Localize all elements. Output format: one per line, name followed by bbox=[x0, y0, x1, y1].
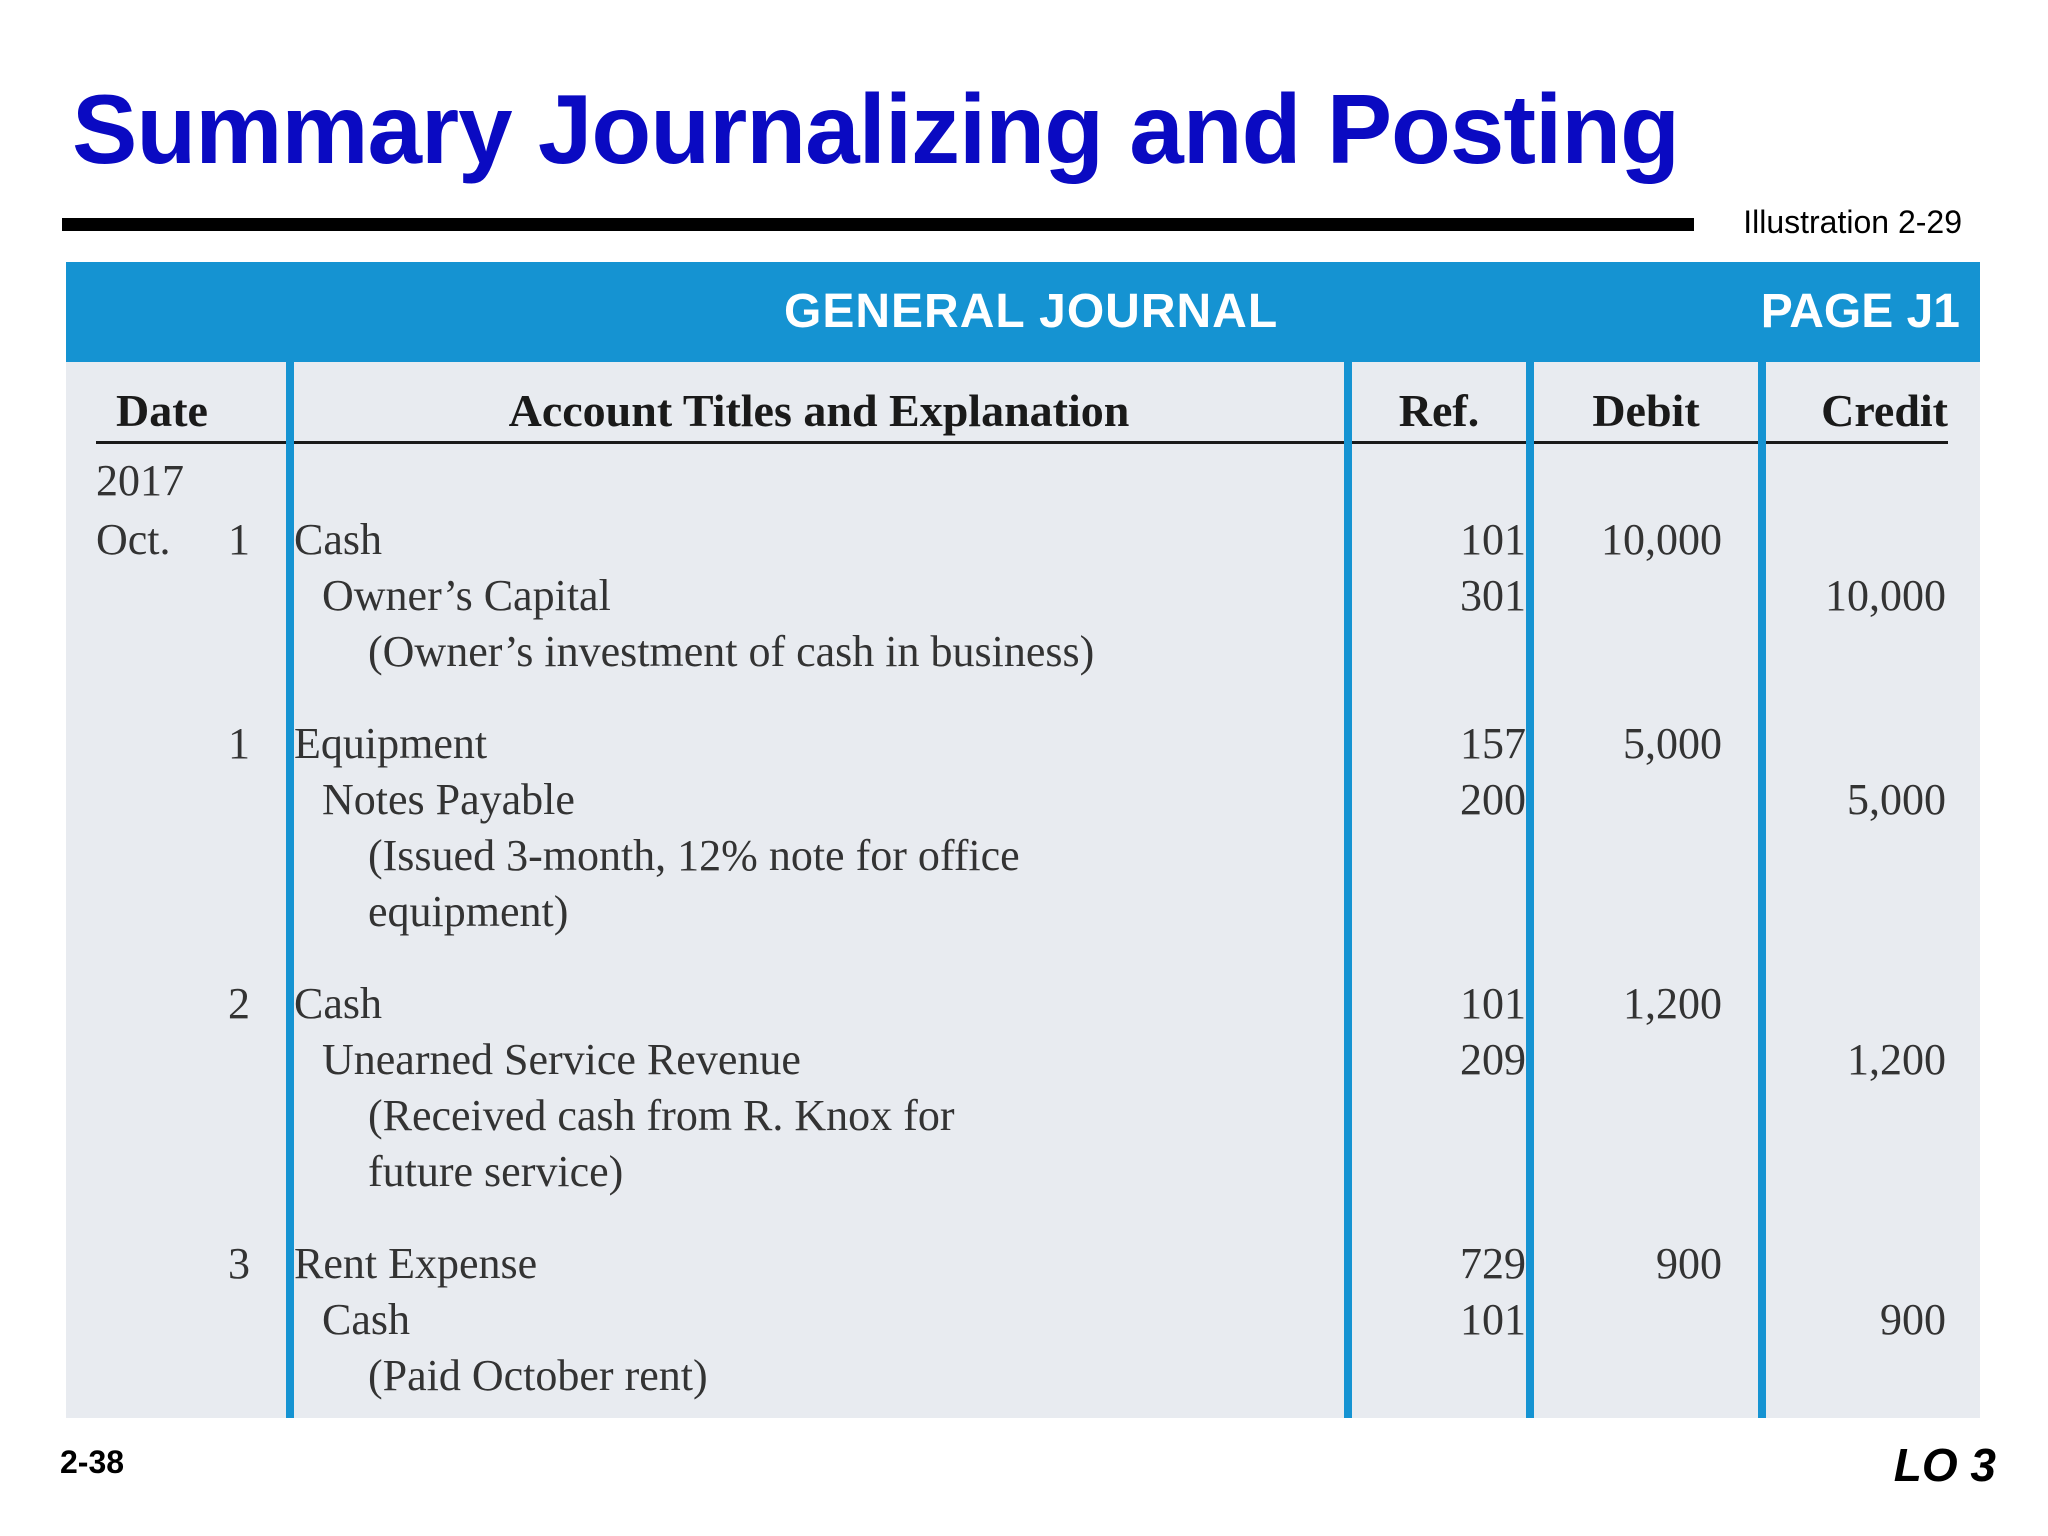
ref-number: 200 bbox=[1460, 775, 1526, 824]
entry-explanation: (Issued 3-month, 12% note for office bbox=[368, 831, 1020, 880]
slide-title: Summary Journalizing and Posting bbox=[72, 74, 1680, 184]
entry-day: 1 bbox=[228, 719, 250, 768]
title-underline bbox=[62, 218, 1694, 231]
journal-line: Oct. 1 Cash 101 10,000 bbox=[66, 512, 1980, 568]
entry-month: Oct. bbox=[96, 515, 171, 564]
debit-account-title: Rent Expense bbox=[294, 1239, 538, 1288]
slide-page-number: 2-38 bbox=[60, 1444, 125, 1480]
journal-line: equipment) bbox=[66, 884, 1980, 940]
column-divider-date bbox=[286, 362, 294, 1418]
credit-account-title: Unearned Service Revenue bbox=[322, 1035, 801, 1084]
ref-number: 101 bbox=[1460, 515, 1526, 564]
header-account: Account Titles and Explanation bbox=[508, 385, 1130, 436]
entry-day: 2 bbox=[228, 979, 250, 1028]
header-debit: Debit bbox=[1592, 385, 1700, 436]
entry-explanation: (Received cash from R. Knox for bbox=[368, 1091, 955, 1140]
column-divider-ref bbox=[1526, 362, 1534, 1418]
journal-line: (Paid October rent) bbox=[66, 1348, 1980, 1404]
entry-explanation: future service) bbox=[368, 1147, 624, 1196]
header-underline-date bbox=[96, 441, 286, 444]
ref-number: 101 bbox=[1460, 979, 1526, 1028]
ref-number: 209 bbox=[1460, 1035, 1526, 1084]
entry-explanation: (Paid October rent) bbox=[368, 1351, 708, 1400]
general-journal: GENERAL JOURNAL PAGE J1 Date Account Tit… bbox=[66, 262, 1980, 1418]
journal-title: GENERAL JOURNAL bbox=[784, 285, 1279, 338]
entry-day: 1 bbox=[228, 515, 250, 564]
debit-amount: 5,000 bbox=[1623, 719, 1722, 768]
debit-amount: 10,000 bbox=[1601, 515, 1722, 564]
entry-year: 2017 bbox=[96, 456, 184, 505]
journal-line: (Received cash from R. Knox for bbox=[66, 1088, 1980, 1144]
column-divider-account bbox=[1344, 362, 1352, 1418]
ref-number: 101 bbox=[1460, 1295, 1526, 1344]
journal-line: 1 Equipment 157 5,000 bbox=[66, 716, 1980, 772]
journal-line: Owner’s Capital 301 10,000 bbox=[66, 568, 1980, 624]
credit-amount: 5,000 bbox=[1847, 775, 1946, 824]
entry-explanation: equipment) bbox=[368, 887, 569, 936]
entry-explanation: (Owner’s investment of cash in business) bbox=[368, 627, 1095, 676]
journal-line: Cash 101 900 bbox=[66, 1292, 1980, 1348]
credit-account-title: Cash bbox=[322, 1295, 410, 1344]
journal-page-number: PAGE J1 bbox=[1760, 285, 1960, 338]
journal-header-bar: GENERAL JOURNAL PAGE J1 bbox=[66, 262, 1980, 362]
debit-amount: 900 bbox=[1656, 1239, 1722, 1288]
journal-line: Notes Payable 200 5,000 bbox=[66, 772, 1980, 828]
debit-account-title: Equipment bbox=[294, 719, 488, 768]
journal-line: future service) bbox=[66, 1144, 1980, 1200]
entry-day: 3 bbox=[228, 1239, 250, 1288]
header-underline-account bbox=[294, 441, 1344, 444]
ref-number: 729 bbox=[1460, 1239, 1526, 1288]
credit-amount: 10,000 bbox=[1825, 571, 1946, 620]
journal-line: (Owner’s investment of cash in business) bbox=[66, 624, 1980, 680]
header-date: Date bbox=[116, 385, 208, 436]
illustration-label: Illustration 2-29 bbox=[1743, 204, 1962, 240]
debit-amount: 1,200 bbox=[1623, 979, 1722, 1028]
credit-amount: 900 bbox=[1880, 1295, 1946, 1344]
journal-line: (Issued 3-month, 12% note for office bbox=[66, 828, 1980, 884]
learning-objective: LO 3 bbox=[1893, 1439, 1996, 1491]
header-underline-ref bbox=[1352, 441, 1526, 444]
credit-account-title: Notes Payable bbox=[322, 775, 575, 824]
journal-line: 3 Rent Expense 729 900 bbox=[66, 1236, 1980, 1292]
column-divider-debit bbox=[1758, 362, 1766, 1418]
ref-number: 301 bbox=[1460, 571, 1526, 620]
journal-line: Unearned Service Revenue 209 1,200 bbox=[66, 1032, 1980, 1088]
header-underline-credit bbox=[1766, 441, 1948, 444]
journal-entries: 2017 Oct. 1 Cash 101 10,000 Owner’s Capital 30… bbox=[66, 262, 1980, 1418]
ref-number: 157 bbox=[1460, 719, 1526, 768]
credit-account-title: Owner’s Capital bbox=[322, 571, 611, 620]
debit-account-title: Cash bbox=[294, 515, 382, 564]
credit-amount: 1,200 bbox=[1847, 1035, 1946, 1084]
journal-line: 2 Cash 101 1,200 bbox=[66, 976, 1980, 1032]
header-credit: Credit bbox=[1821, 385, 1948, 436]
header-underline-debit bbox=[1534, 441, 1758, 444]
header-ref: Ref. bbox=[1398, 385, 1480, 436]
year-row: 2017 bbox=[66, 453, 1980, 509]
debit-account-title: Cash bbox=[294, 979, 382, 1028]
